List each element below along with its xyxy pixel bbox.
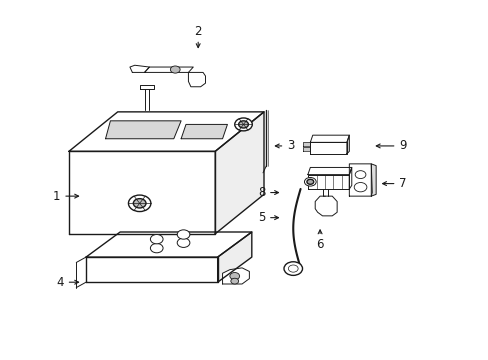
Polygon shape — [105, 121, 181, 139]
Circle shape — [170, 66, 180, 73]
Polygon shape — [130, 65, 149, 72]
Polygon shape — [86, 232, 251, 257]
Circle shape — [288, 265, 298, 272]
Circle shape — [353, 183, 366, 192]
Circle shape — [150, 243, 163, 253]
Polygon shape — [69, 151, 215, 234]
Polygon shape — [140, 85, 154, 89]
Polygon shape — [215, 112, 264, 234]
Polygon shape — [348, 167, 351, 189]
Circle shape — [284, 262, 302, 275]
Circle shape — [177, 230, 189, 239]
Circle shape — [238, 121, 248, 128]
Circle shape — [234, 118, 252, 131]
Text: 5: 5 — [258, 211, 265, 224]
Text: 9: 9 — [398, 139, 406, 152]
Text: 6: 6 — [316, 238, 323, 251]
Polygon shape — [86, 257, 217, 282]
Circle shape — [304, 177, 316, 186]
Text: 8: 8 — [258, 186, 265, 199]
Polygon shape — [315, 196, 336, 216]
Polygon shape — [144, 67, 193, 72]
Polygon shape — [181, 125, 227, 139]
Text: 4: 4 — [57, 276, 64, 289]
Polygon shape — [307, 167, 351, 175]
Text: 7: 7 — [398, 177, 406, 190]
Polygon shape — [69, 112, 264, 151]
Polygon shape — [217, 232, 251, 282]
Text: 1: 1 — [53, 190, 61, 203]
Circle shape — [230, 278, 238, 284]
Circle shape — [354, 171, 365, 179]
Circle shape — [306, 179, 313, 184]
Polygon shape — [222, 268, 249, 284]
Circle shape — [133, 199, 146, 208]
Circle shape — [128, 195, 151, 212]
Polygon shape — [307, 175, 348, 189]
Polygon shape — [188, 72, 205, 87]
Circle shape — [229, 273, 239, 280]
Polygon shape — [303, 142, 310, 146]
Polygon shape — [346, 135, 348, 154]
Text: 2: 2 — [194, 24, 202, 38]
Circle shape — [177, 238, 189, 247]
Polygon shape — [348, 164, 371, 196]
Polygon shape — [370, 164, 375, 196]
Polygon shape — [310, 142, 346, 154]
Polygon shape — [310, 135, 348, 142]
Text: 3: 3 — [286, 139, 294, 152]
Circle shape — [150, 234, 163, 244]
Polygon shape — [303, 147, 310, 150]
